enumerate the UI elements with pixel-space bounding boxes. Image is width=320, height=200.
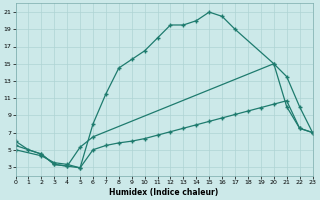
X-axis label: Humidex (Indice chaleur): Humidex (Indice chaleur) — [109, 188, 219, 197]
